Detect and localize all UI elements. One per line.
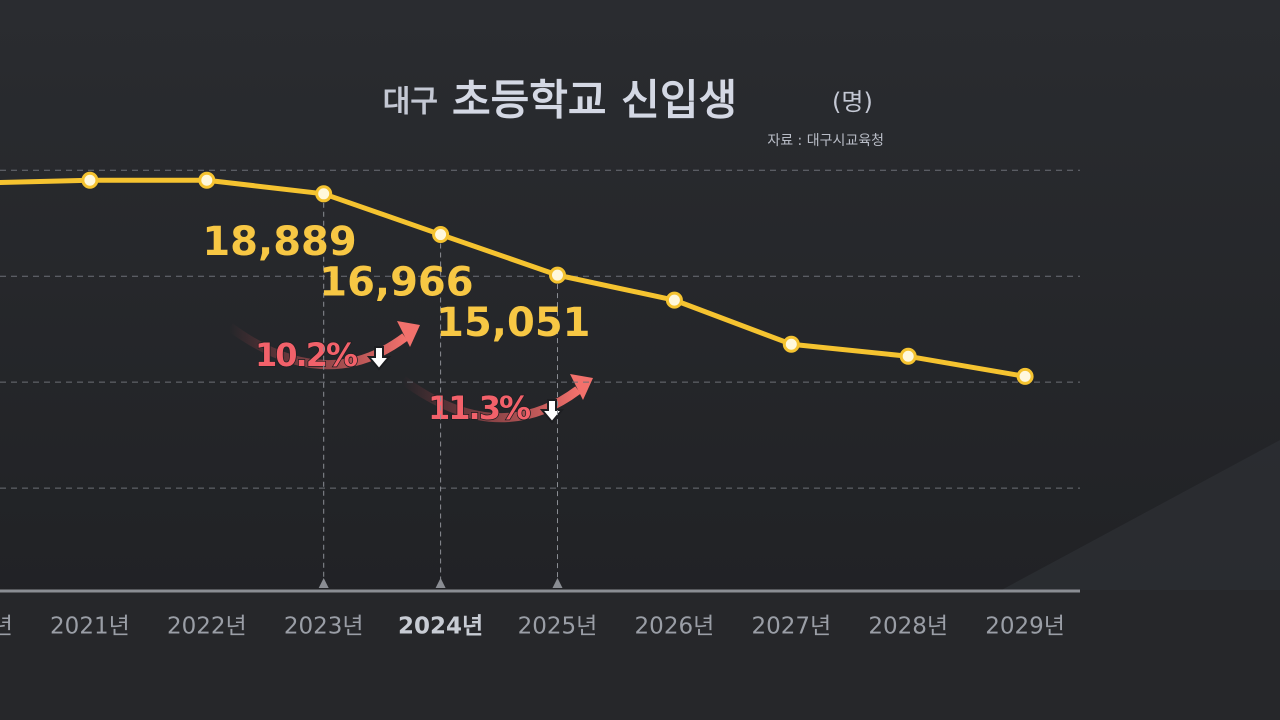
x-tick-label: 2024년: [398, 614, 483, 640]
change-arrow: [400, 376, 581, 423]
point: [81, 171, 99, 189]
value-label: 15,051: [436, 300, 590, 346]
x-tick-label: 2021년: [50, 614, 130, 640]
change-arrow: [227, 323, 408, 370]
down-arrow: [366, 346, 392, 371]
guide-marker: [435, 578, 446, 588]
point: [549, 266, 566, 284]
x-tick-label: 2023년: [284, 614, 364, 640]
guide-marker: [552, 578, 563, 588]
change-label: 11.3%: [428, 389, 531, 427]
guide-marker: [318, 578, 329, 588]
point: [198, 171, 216, 189]
point: [665, 291, 683, 309]
point: [782, 335, 800, 353]
x-tick-label: 2029년: [985, 614, 1065, 640]
change-arrow-head: [570, 374, 593, 400]
x-tick-label: 2026년: [635, 614, 715, 640]
axis-band: [0, 590, 1280, 720]
title-region: 대구: [383, 85, 438, 120]
point: [899, 347, 917, 365]
change-label: 10.2%: [255, 336, 358, 374]
point: [1016, 367, 1034, 385]
chart-title: 초등학교 신입생: [452, 76, 737, 125]
point: [432, 226, 450, 244]
x-tick-label: 2027년: [751, 614, 831, 640]
annotations: 10.2% 11.3%: [227, 321, 593, 428]
unit: (명): [832, 88, 873, 116]
point: [315, 185, 333, 203]
line: [0, 177, 1026, 379]
x-tick-label: 2022년: [167, 614, 247, 640]
value-label: 18,889: [202, 219, 356, 265]
x-tick-label: 2028년: [868, 614, 948, 640]
change-arrow-head: [397, 321, 420, 347]
source: 자료 : 대구시교육청: [767, 133, 884, 149]
x-tick-label: 2025년: [518, 614, 598, 640]
x-tick-label: 2020년: [0, 614, 13, 640]
value-label: 16,966: [319, 260, 473, 306]
down-arrow: [539, 399, 565, 424]
